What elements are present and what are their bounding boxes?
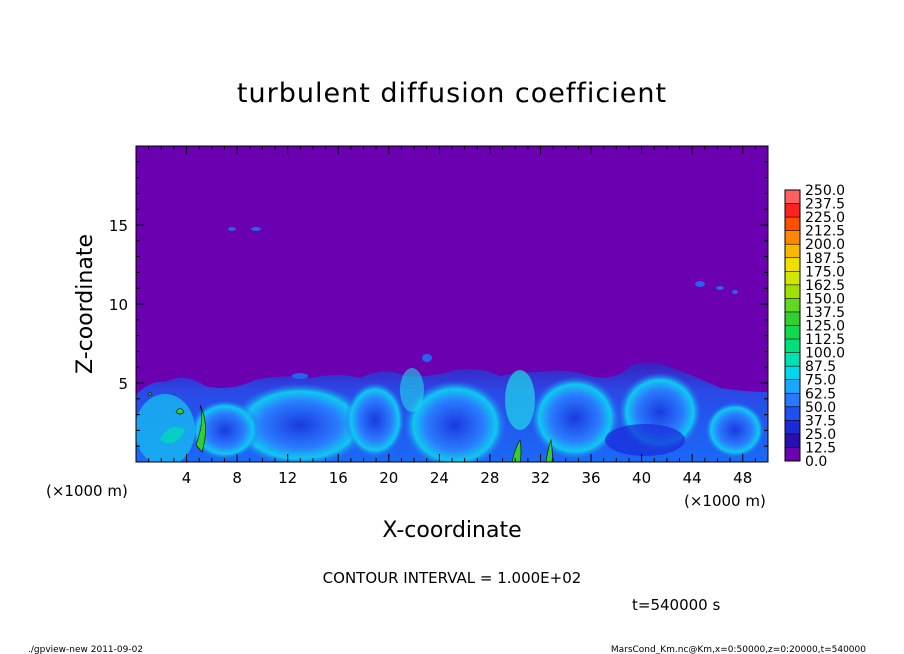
colorbar-swatch [785,298,800,312]
colorbar-label: 25.0 [805,427,836,443]
colorbar-label: 12.5 [805,440,836,456]
y-tick-label: 5 [118,375,128,393]
x-tick-label: 4 [182,469,192,487]
y-tick-label: 10 [109,296,128,314]
colorbar-swatch [785,284,800,299]
x-axis: 4 8 12 16 20 24 28 32 36 40 44 48 [148,146,756,487]
colorbar-label: 112.5 [805,332,845,348]
x-tick-label: 24 [430,469,449,487]
x-tick-label: 40 [632,469,651,487]
colorbar-label: 187.5 [805,251,845,267]
x-tick-label: 28 [480,469,499,487]
colorbar-swatch [785,203,800,218]
colorbar-label: 137.5 [805,305,845,321]
colorbar-label: 237.5 [805,197,845,213]
colorbar-swatch [785,447,800,461]
colorbar-label: 62.5 [805,386,836,402]
chart-title: turbulent diffusion coefficient [237,78,667,109]
colorbar-swatch [785,217,800,231]
colorbar-swatch [785,420,800,434]
x-axis-label: X-coordinate [382,518,521,543]
colorbar-label: 150.0 [805,291,845,307]
colorbar-label: 250.0 [805,183,845,199]
turbulent-layer [136,227,768,462]
x-tick-label: 12 [278,469,297,487]
footer-left: ./gpview-new 2011-09-02 [28,645,143,654]
colorbar-label: 162.5 [805,278,845,294]
time-label: t=540000 s [632,596,720,614]
colorbar-label: 225.0 [805,210,845,226]
colorbar-swatch [785,230,800,245]
colorbar-swatch [785,190,800,204]
colorbar-label: 50.0 [805,400,836,416]
colorbar-swatch [785,366,800,380]
colorbar-swatch [785,257,800,272]
colorbar-swatch [785,433,800,448]
footer-right: MarsCond_Km.nc@Km,x=0:50000,z=0:20000,t=… [611,645,866,654]
colorbar-swatch [785,352,800,367]
x-tick-label: 44 [683,469,702,487]
colorbar-label: 37.5 [805,413,836,429]
colorbar-swatch [785,244,800,258]
colorbar-swatch [785,393,800,407]
colorbar-label: 100.0 [805,346,845,362]
colorbar-swatch [785,311,800,326]
colorbar-swatch [785,406,800,421]
x-tick-label: 16 [329,469,348,487]
x-unit-left: (×1000 m) [46,482,128,500]
x-tick-label: 32 [531,469,550,487]
contour-interval: CONTOUR INTERVAL = 1.000E+02 [323,569,582,587]
y-tick-label: 15 [109,217,128,235]
colorbar: 0.012.525.037.550.062.575.087.5100.0112.… [784,183,845,470]
colorbar-swatch [785,325,800,340]
colorbar-label: 87.5 [805,359,836,375]
colorbar-swatch [785,271,800,285]
y-axis-label: Z-coordinate [73,234,98,374]
colorbar-label: 212.5 [805,224,845,240]
x-tick-label: 36 [581,469,600,487]
colorbar-label: 125.0 [805,319,845,335]
colorbar-swatch [785,379,800,394]
colorbar-label: 200.0 [805,237,845,253]
x-tick-label: 48 [733,469,752,487]
colorbar-swatch [785,339,800,353]
colorbar-label: 75.0 [805,373,836,389]
x-tick-label: 20 [379,469,398,487]
x-tick-label: 8 [232,469,242,487]
colorbar-label: 0.0 [805,454,827,470]
y-axis: 5 10 15 [109,161,768,447]
colorbar-label: 175.0 [805,264,845,280]
x-unit-right: (×1000 m) [684,492,766,510]
